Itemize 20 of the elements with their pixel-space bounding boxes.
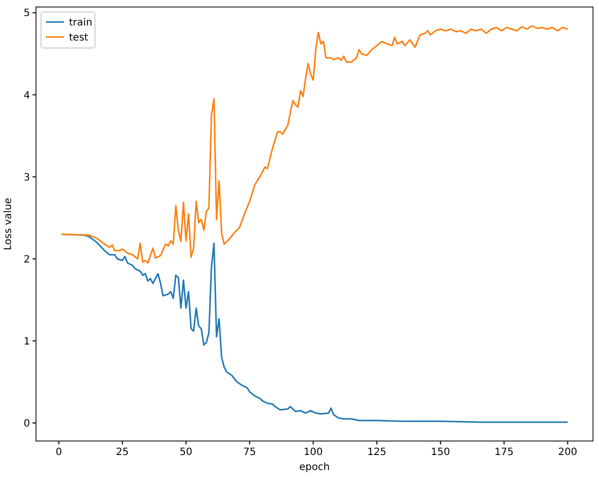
legend-label: train <box>69 18 92 28</box>
x-tick-label: 150 <box>430 447 450 458</box>
x-tick-label: 125 <box>367 447 386 458</box>
x-tick-label: 200 <box>558 447 578 458</box>
y-tick-label: 4 <box>24 90 30 102</box>
x-tick-label: 0 <box>56 447 62 458</box>
x-tick-label: 25 <box>116 447 129 458</box>
x-tick-label: 175 <box>494 447 514 458</box>
line-series <box>60 25 568 264</box>
legend-label: test <box>69 32 88 44</box>
y-tick-label: 3 <box>24 172 30 184</box>
x-axis-title: epoch <box>299 462 330 473</box>
x-tick-label: 50 <box>180 447 192 458</box>
x-tick-label: 100 <box>304 447 323 458</box>
y-tick-label: 1 <box>24 336 30 348</box>
x-tick-label: 75 <box>243 447 256 458</box>
y-tick-label: 2 <box>24 254 30 266</box>
y-tick-label: 5 <box>24 8 30 20</box>
y-tick-label: 0 <box>24 418 30 430</box>
y-axis-title: Loss value <box>3 198 14 250</box>
